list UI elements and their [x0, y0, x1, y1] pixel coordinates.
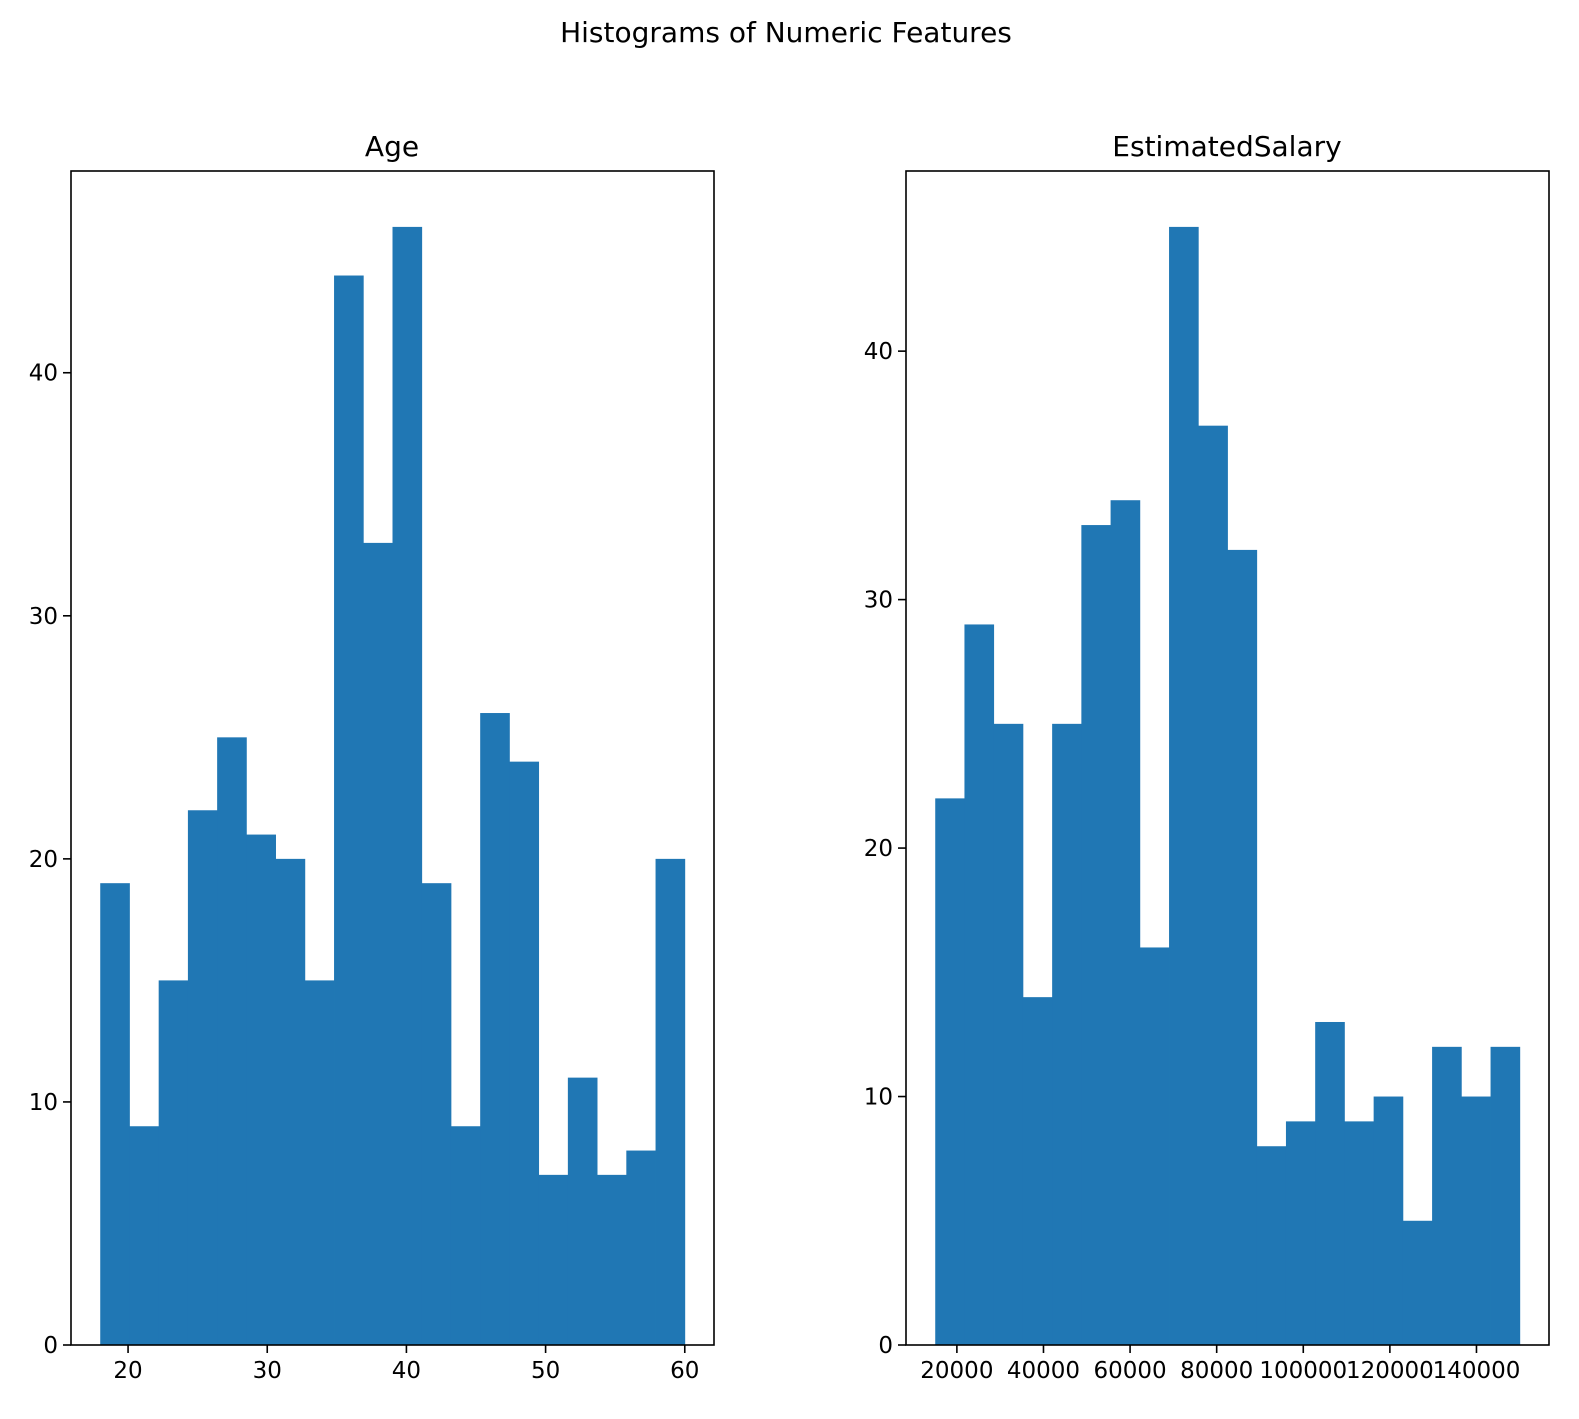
age-bar-10 [392, 226, 423, 1345]
salary-bar-13 [1315, 1021, 1345, 1345]
salary-bar-17 [1432, 1046, 1462, 1345]
age-plot-frame [70, 170, 715, 1346]
age-bar-12 [450, 1126, 481, 1345]
age-bar-5 [246, 834, 276, 1345]
salary-bar-5 [1081, 525, 1111, 1345]
age-panel-title: Age [365, 130, 419, 163]
age-bar-2 [158, 980, 189, 1345]
age-bar-18 [626, 1150, 656, 1345]
age-x-tick-label-4: 60 [670, 1358, 699, 1384]
age-bar-19 [655, 858, 686, 1345]
salary-y-tick-label-3: 30 [864, 588, 893, 614]
age-bars [100, 226, 686, 1345]
salary-bar-15 [1373, 1096, 1404, 1345]
age-x-tick-label-2: 40 [392, 1358, 421, 1384]
salary-x-tick-label-6: 140000 [1433, 1358, 1521, 1384]
salary-bar-11 [1256, 1146, 1287, 1345]
salary-bar-4 [1052, 723, 1082, 1345]
salary-y-tick-label-0: 0 [878, 1333, 893, 1359]
salary-panel-title: EstimatedSalary [1112, 130, 1341, 163]
salary-bar-2 [993, 723, 1024, 1345]
salary-bar-9 [1198, 425, 1228, 1345]
salary-plot-frame [905, 170, 1550, 1346]
salary-bar-1 [964, 624, 995, 1345]
age-bar-3 [187, 810, 218, 1345]
salary-bar-3 [1022, 997, 1053, 1345]
age-y-ticks: 0 10 20 30 40 [29, 361, 71, 1359]
age-histogram-panel: Age 20 30 40 50 60 0 10 20 30 40 [29, 130, 715, 1384]
age-bar-16 [567, 1077, 598, 1345]
age-x-tick-label-1: 30 [253, 1358, 282, 1384]
salary-y-ticks: 0 10 20 30 40 [864, 339, 906, 1359]
salary-x-tick-label-4: 100000 [1259, 1358, 1347, 1384]
salary-y-tick-label-4: 40 [864, 339, 893, 365]
salary-bar-10 [1227, 549, 1258, 1345]
age-bar-6 [275, 858, 306, 1345]
salary-bar-6 [1110, 500, 1141, 1346]
salary-bar-0 [935, 798, 965, 1345]
age-bar-11 [421, 883, 452, 1345]
age-bar-0 [100, 883, 130, 1345]
salary-histogram-panel: EstimatedSalary 20000 40000 60000 80000 1000… [864, 130, 1550, 1384]
figure-suptitle: Histograms of Numeric Features [560, 16, 1012, 49]
salary-x-tick-label-5: 120000 [1346, 1358, 1434, 1384]
age-y-tick-label-4: 40 [29, 361, 58, 387]
age-bar-15 [538, 1174, 569, 1345]
salary-bar-19 [1490, 1046, 1521, 1345]
age-y-tick-label-2: 20 [29, 847, 58, 873]
age-x-tick-label-0: 20 [113, 1358, 142, 1384]
salary-bar-14 [1344, 1121, 1375, 1345]
salary-bar-8 [1169, 226, 1199, 1345]
salary-bar-12 [1285, 1121, 1316, 1345]
age-y-tick-label-1: 10 [29, 1090, 58, 1116]
salary-y-tick-label-1: 10 [864, 1085, 893, 1111]
age-bar-17 [597, 1174, 627, 1345]
salary-x-tick-label-1: 40000 [1007, 1358, 1080, 1384]
age-bar-7 [304, 980, 335, 1345]
salary-x-tick-label-2: 60000 [1093, 1358, 1166, 1384]
age-x-tick-label-3: 50 [531, 1358, 560, 1384]
salary-x-tick-label-3: 80000 [1180, 1358, 1253, 1384]
age-y-tick-label-0: 0 [43, 1333, 58, 1359]
age-bar-9 [363, 542, 393, 1345]
age-bar-14 [509, 761, 540, 1345]
salary-x-tick-label-0: 20000 [920, 1358, 993, 1384]
age-bar-13 [480, 713, 510, 1345]
salary-bar-7 [1139, 947, 1170, 1345]
age-bar-8 [334, 275, 364, 1345]
age-bar-4 [217, 737, 247, 1345]
salary-bar-18 [1461, 1096, 1491, 1345]
salary-y-tick-label-2: 20 [864, 836, 893, 862]
age-y-tick-label-3: 30 [29, 604, 58, 630]
salary-bars [935, 226, 1521, 1346]
salary-bar-16 [1402, 1220, 1433, 1345]
age-x-ticks: 20 30 40 50 60 [113, 1345, 699, 1384]
age-bar-1 [129, 1126, 160, 1345]
